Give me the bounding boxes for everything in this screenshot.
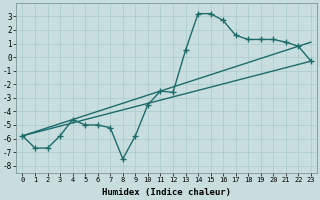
X-axis label: Humidex (Indice chaleur): Humidex (Indice chaleur) [102, 188, 231, 197]
